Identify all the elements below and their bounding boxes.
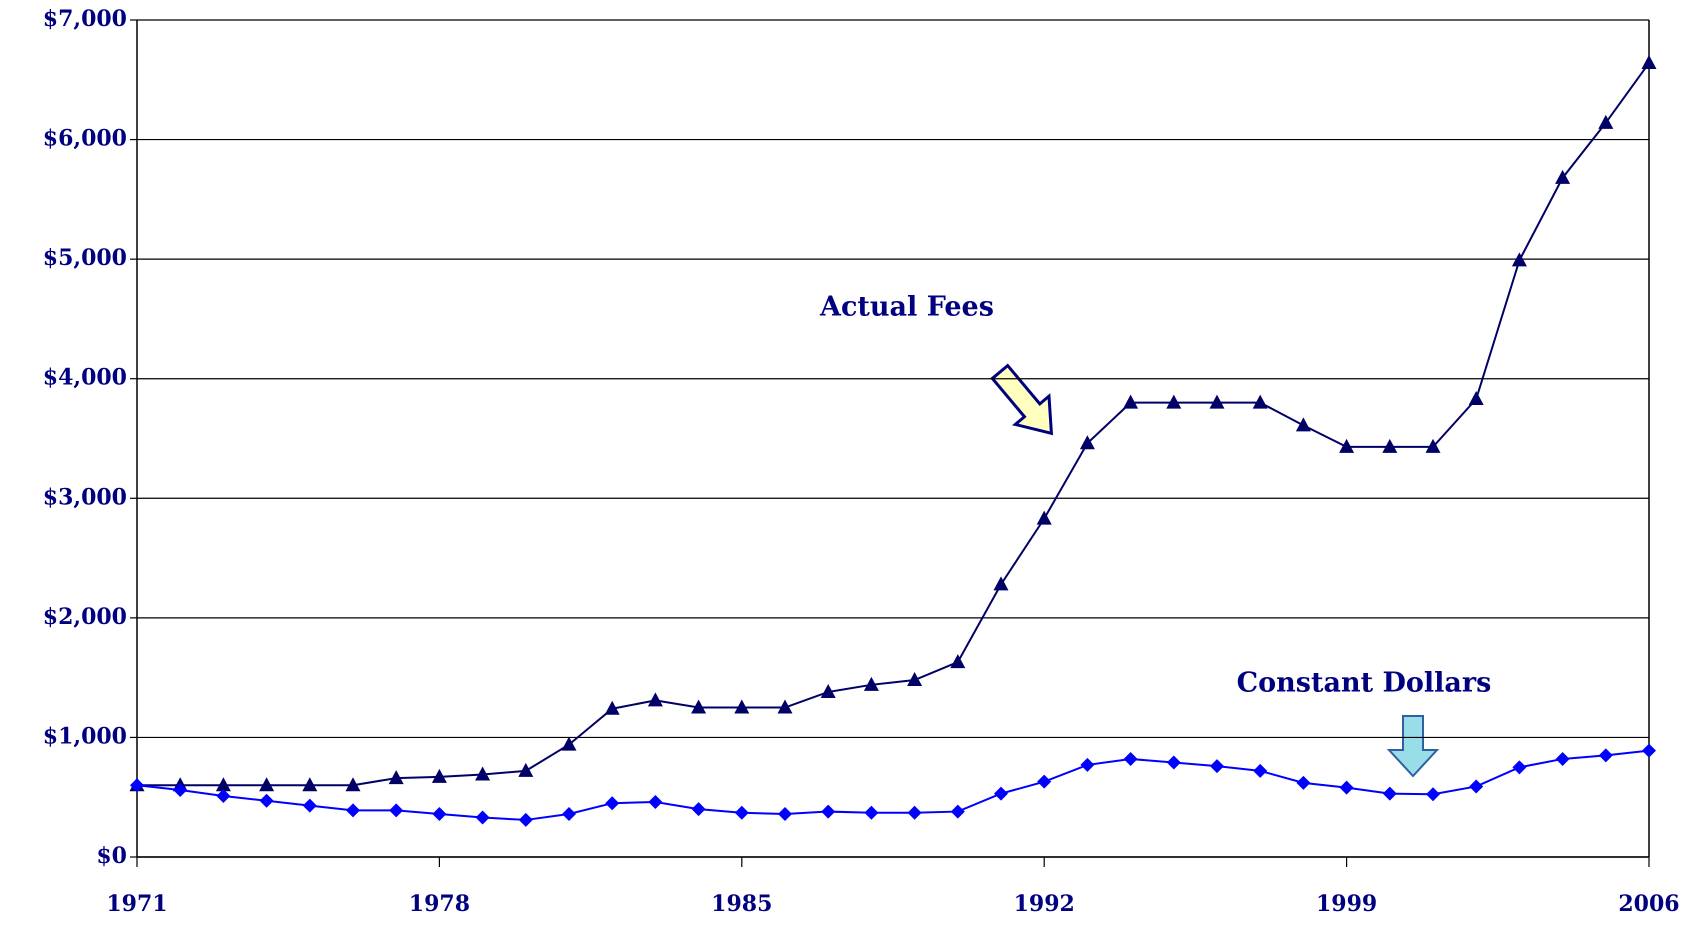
data-point (605, 796, 620, 811)
data-point (302, 777, 318, 792)
y-tick-label: $3,000 (43, 484, 127, 510)
data-point (389, 803, 404, 818)
data-point (216, 789, 231, 804)
data-point (1642, 743, 1656, 758)
data-point (950, 804, 965, 819)
series-label: Actual Fees (819, 292, 994, 323)
series-line (137, 62, 1650, 787)
y-tick-label: $0 (96, 843, 127, 869)
y-tick-label: $5,000 (43, 245, 127, 271)
data-point (1469, 779, 1484, 794)
data-point (561, 736, 577, 751)
data-point (820, 683, 836, 698)
data-point (1511, 252, 1527, 267)
data-point (994, 786, 1008, 801)
y-tick-label: $7,000 (43, 6, 127, 32)
data-point (1641, 55, 1657, 70)
data-point (1037, 774, 1052, 789)
data-point (475, 810, 490, 825)
x-tick-label: 2006 (1618, 891, 1679, 917)
data-point (1598, 748, 1613, 763)
series-label: Constant Dollars (1237, 668, 1492, 699)
x-tick-label: 1992 (1014, 891, 1075, 917)
data-point (1555, 751, 1570, 766)
data-point (907, 672, 923, 687)
data-point (864, 805, 879, 820)
data-point (1512, 760, 1527, 775)
actual-fees-arrow (990, 363, 1054, 436)
constant-dollars-arrow (1386, 715, 1440, 778)
data-point (691, 699, 707, 714)
data-point (345, 777, 361, 792)
data-point (691, 802, 706, 817)
data-point (1339, 438, 1355, 453)
data-point (518, 812, 533, 827)
data-point (821, 804, 836, 819)
data-point (647, 692, 663, 707)
data-point (778, 806, 792, 821)
data-point (863, 676, 879, 691)
data-point (130, 778, 144, 793)
x-tick-label: 1985 (711, 891, 772, 917)
data-point (1468, 391, 1484, 406)
data-point (907, 805, 922, 820)
data-point (432, 806, 447, 821)
data-point (1166, 755, 1181, 770)
data-point (1166, 394, 1182, 409)
data-point (1080, 757, 1095, 772)
data-point (173, 783, 188, 798)
data-point (648, 794, 663, 809)
data-point (1425, 438, 1441, 453)
data-point (1382, 438, 1398, 453)
data-point (1036, 510, 1052, 525)
data-point (1252, 394, 1268, 409)
data-point (734, 805, 749, 820)
data-point (518, 762, 534, 777)
data-point (1209, 394, 1225, 409)
data-point (950, 654, 966, 669)
data-point (1210, 759, 1224, 774)
data-point (734, 699, 750, 714)
x-tick-label: 1978 (409, 891, 470, 917)
data-point (562, 806, 576, 821)
data-point (1253, 763, 1268, 778)
data-point (259, 793, 274, 808)
x-tick-label: 1971 (106, 891, 167, 917)
data-point (1339, 780, 1354, 795)
y-tick-label: $6,000 (43, 126, 127, 152)
data-point (388, 770, 404, 785)
data-point (1079, 435, 1095, 450)
data-point (475, 766, 491, 781)
y-tick-label: $4,000 (43, 365, 127, 391)
data-point (346, 803, 360, 818)
data-point (302, 798, 317, 813)
data-point (1555, 169, 1571, 184)
y-tick-label: $1,000 (43, 723, 127, 749)
data-point (1296, 775, 1311, 790)
data-point (431, 768, 447, 783)
data-point (604, 700, 620, 715)
data-point (1123, 751, 1138, 766)
data-point (259, 777, 275, 792)
series-line (136, 749, 1650, 821)
x-tick-label: 1999 (1316, 891, 1377, 917)
data-point (1123, 394, 1139, 409)
data-point (993, 576, 1009, 591)
data-point (215, 777, 231, 792)
data-point (1295, 417, 1311, 432)
data-point (1382, 786, 1397, 801)
data-point (777, 699, 793, 714)
data-point (1426, 787, 1440, 802)
data-point (1598, 114, 1614, 129)
y-tick-label: $2,000 (43, 604, 127, 630)
